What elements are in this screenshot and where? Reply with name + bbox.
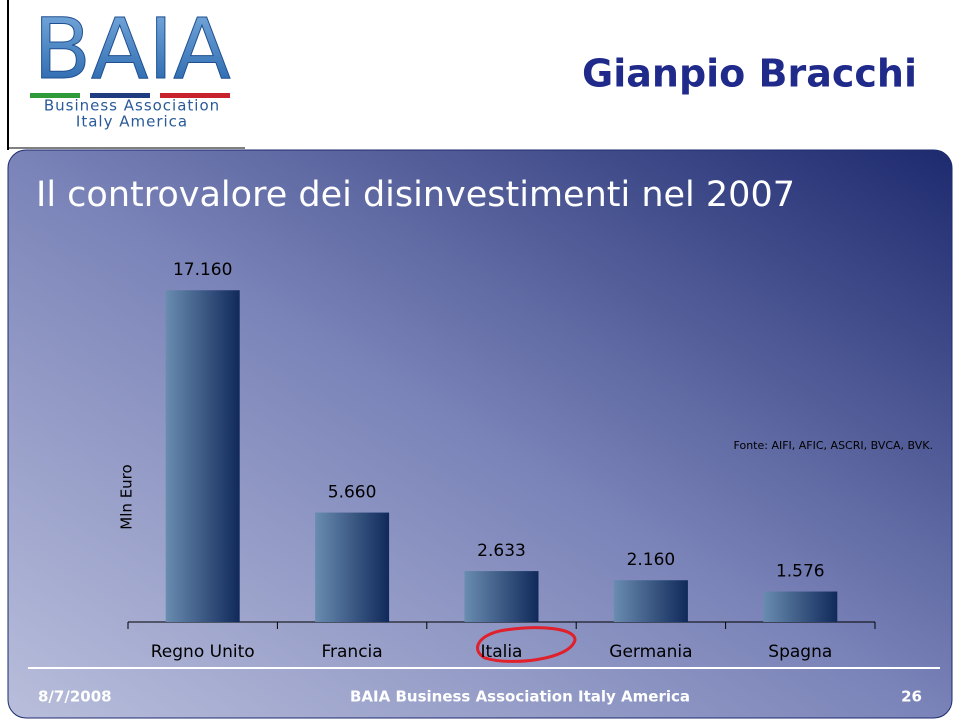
x-tick-label: Francia [321,642,382,662]
x-tick-label: Spagna [768,642,832,662]
logo-text: Business Association [44,97,220,115]
footer-date: 8/7/2008 [38,688,112,706]
source: Fonte: AIFI, AFIC, ASCRI, BVCA, BVK. [734,439,933,452]
y-axis-label: Mln Euro [118,464,136,529]
x-tick-label: Germania [609,642,692,662]
speaker: Gianpio Bracchi [582,52,917,96]
bar [763,591,838,622]
bar [315,512,390,622]
chart-title: Il controvalore dei disinvestimenti nel … [36,175,795,215]
logo: BAIA [33,0,230,98]
logo-text: Italy America [76,113,188,131]
bar [464,571,539,622]
logo-stripe [160,93,230,98]
value-label: 2.160 [627,550,676,570]
value-label: 17.160 [173,260,232,280]
bar [165,290,240,622]
bar [613,580,688,622]
logo-stripe [90,93,150,98]
value-label: 1.576 [776,562,825,582]
annotation-circle [476,626,577,663]
logo-stripe [30,93,80,98]
value-label: 5.660 [328,483,377,503]
value-label: 2.633 [477,541,526,561]
panel [7,149,953,719]
x-tick-label: Regno Unito [151,642,255,662]
footer-page: 26 [901,688,922,706]
x-tick-label: Italia [481,642,523,662]
footer-center: BAIA Business Association Italy America [350,688,690,706]
